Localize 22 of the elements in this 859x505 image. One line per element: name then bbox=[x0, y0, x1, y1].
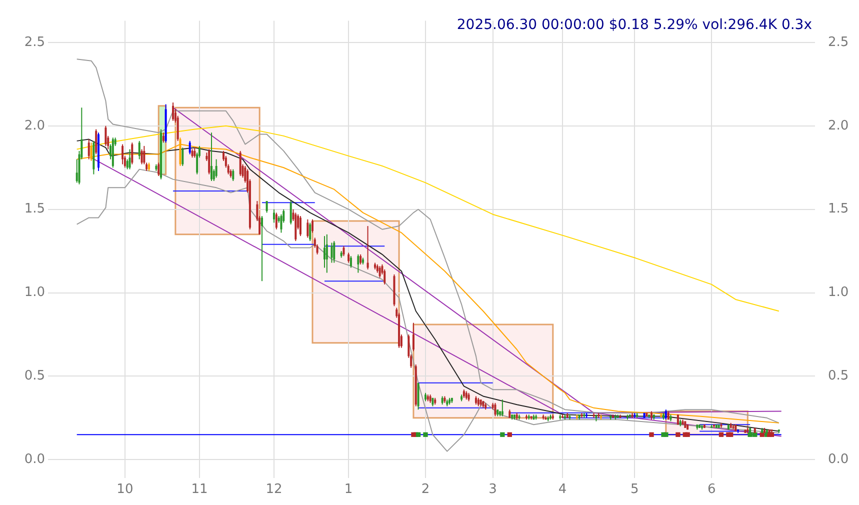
x-tick-label: 6 bbox=[707, 482, 716, 498]
y-tick-label: 0.0 bbox=[24, 452, 45, 468]
y2-tick-label: 0.0 bbox=[828, 452, 849, 468]
x-tick-label: 1 bbox=[344, 482, 353, 498]
x-tick-label: 4 bbox=[558, 482, 567, 498]
x-tick-label: 11 bbox=[191, 482, 208, 498]
y-tick-label: 1.0 bbox=[24, 285, 45, 300]
y-tick-label: 0.5 bbox=[24, 368, 45, 384]
chart-title: 2025.06.30 00:00:00 $0.18 5.29% vol:296.4K 0.3x bbox=[456, 17, 812, 34]
y2-tick-label: 1.0 bbox=[828, 285, 849, 300]
x-tick-label: 12 bbox=[266, 482, 282, 498]
x-tick-label: 3 bbox=[488, 482, 497, 498]
y2-tick-label: 2.5 bbox=[828, 34, 849, 50]
y2-tick-label: 2.0 bbox=[828, 118, 849, 134]
y2-tick-label: 1.5 bbox=[828, 202, 849, 217]
y2-tick-label: 0.5 bbox=[828, 368, 849, 384]
y-tick-label: 2.0 bbox=[24, 118, 45, 134]
x-tick-label: 2 bbox=[421, 482, 430, 498]
x-tick-label: 5 bbox=[630, 482, 639, 498]
x-tick-label: 10 bbox=[116, 482, 134, 498]
y-tick-label: 1.5 bbox=[24, 202, 45, 217]
y-tick-label: 2.5 bbox=[24, 34, 45, 50]
